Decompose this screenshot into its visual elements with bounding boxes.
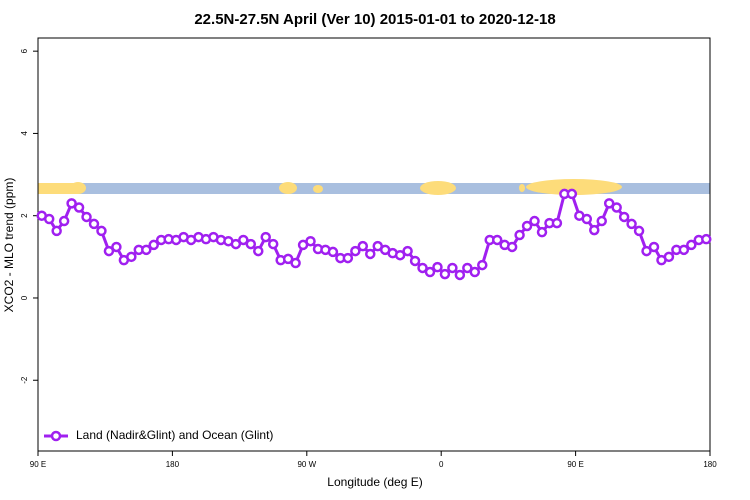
point <box>260 231 271 243</box>
point <box>230 238 242 250</box>
y-tick-label: 4 <box>20 131 29 136</box>
surface-strip <box>38 179 710 195</box>
point <box>58 215 70 227</box>
point <box>454 269 466 281</box>
point <box>596 215 607 227</box>
point <box>103 245 115 257</box>
point <box>462 262 473 274</box>
chart-title: 22.5N-27.5N April (Ver 10) 2015-01-01 to… <box>194 11 555 28</box>
point <box>66 198 77 209</box>
point <box>305 235 316 247</box>
point <box>327 246 339 258</box>
point <box>402 245 413 257</box>
point <box>686 239 697 251</box>
plot-frame <box>37 37 711 452</box>
point <box>701 233 712 245</box>
y-axis-label: XCO2 - MLO trend (ppm) <box>2 178 16 313</box>
point <box>491 234 503 246</box>
point <box>626 218 637 230</box>
point <box>424 266 436 278</box>
legend-marker <box>50 430 62 442</box>
point <box>581 213 593 225</box>
point <box>566 188 578 200</box>
x-tick-label: 90 E <box>30 460 46 469</box>
point <box>267 238 279 250</box>
point <box>633 225 645 237</box>
y-tick-label: 2 <box>20 213 29 218</box>
point <box>394 249 406 261</box>
point <box>365 248 376 260</box>
point <box>521 220 533 232</box>
point <box>648 241 660 253</box>
point <box>409 255 421 267</box>
point <box>529 215 540 227</box>
point <box>663 251 675 263</box>
point <box>514 229 525 241</box>
point <box>589 224 600 236</box>
point <box>126 251 137 263</box>
point <box>641 245 652 257</box>
point <box>551 217 563 229</box>
y-tick-label: 0 <box>20 295 29 300</box>
point <box>447 262 458 274</box>
x-tick-label: 90 E <box>567 460 583 469</box>
point <box>432 261 443 273</box>
point <box>96 225 107 237</box>
x-tick-label: 180 <box>166 460 180 469</box>
point <box>357 240 369 252</box>
point <box>43 213 55 225</box>
point <box>81 211 92 223</box>
point <box>148 239 159 251</box>
y-tick-label: 6 <box>20 48 29 53</box>
legend-label: Land (Nadir&Glint) and Ocean (Glint) <box>76 428 273 442</box>
x-tick-label: 0 <box>439 460 444 469</box>
point <box>417 262 428 274</box>
x-tick-label: 90 W <box>297 460 316 469</box>
point <box>253 245 264 257</box>
point <box>611 202 622 213</box>
x-axis-label: Longitude (deg E) <box>327 475 422 489</box>
point <box>111 241 122 253</box>
point <box>618 211 630 223</box>
point <box>469 266 481 278</box>
point <box>282 253 294 265</box>
point <box>342 252 354 264</box>
point <box>506 241 518 253</box>
point <box>141 244 152 256</box>
point <box>51 225 62 237</box>
point <box>477 259 488 271</box>
point <box>238 234 249 246</box>
point <box>73 202 85 213</box>
y-tick-label: -2 <box>20 376 29 384</box>
point <box>678 244 690 256</box>
point <box>245 238 257 250</box>
point <box>536 226 548 238</box>
point <box>439 268 451 280</box>
point <box>350 245 361 257</box>
point <box>290 257 301 269</box>
x-tick-label: 180 <box>703 460 717 469</box>
point <box>603 198 615 209</box>
point <box>88 218 100 230</box>
